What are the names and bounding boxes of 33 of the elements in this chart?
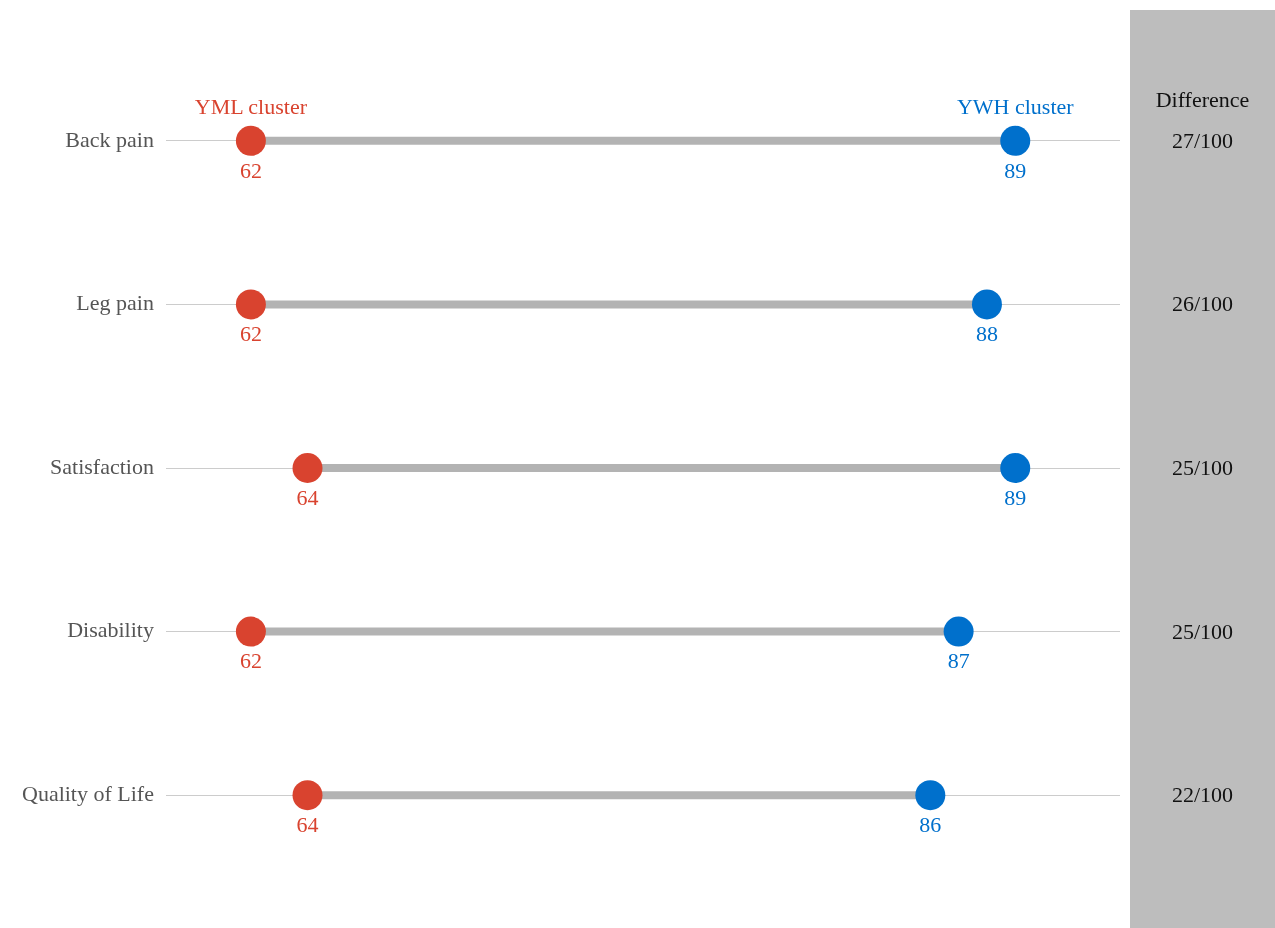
data-label: 89 [1004, 157, 1027, 183]
data-label: 62 [239, 648, 262, 674]
data-label: 88 [975, 321, 998, 347]
text: 26/100 [1170, 291, 1235, 318]
point [915, 780, 946, 811]
data-label: 64 [296, 484, 319, 510]
text: 27/100 [1170, 127, 1235, 154]
series-label: YML cluster [194, 93, 308, 119]
y-tick-label: Leg pain [76, 290, 154, 316]
data-label: 62 [239, 321, 262, 347]
point [1000, 125, 1031, 156]
point [971, 289, 1002, 320]
point [235, 125, 266, 156]
data-label: 62 [239, 157, 262, 183]
y-tick-label: Disability [67, 617, 154, 643]
text: Difference [1154, 87, 1251, 113]
point [235, 616, 266, 647]
y-tick-label: Satisfaction [50, 453, 154, 479]
series-label: YWH cluster [956, 93, 1075, 119]
text: 25/100 [1170, 618, 1235, 645]
point [292, 453, 323, 483]
text: 25/100 [1170, 455, 1235, 481]
point [1000, 453, 1031, 483]
y-tick-label: Back pain [65, 126, 154, 152]
data-label: 87 [947, 648, 970, 674]
data-label: 89 [1004, 484, 1027, 510]
text: 22/100 [1170, 782, 1235, 809]
data-label: 86 [919, 811, 942, 837]
point [943, 616, 974, 647]
point [235, 289, 266, 320]
data-label: 64 [296, 811, 319, 837]
y-tick-label: Quality of Life [21, 780, 154, 806]
point [292, 780, 323, 811]
